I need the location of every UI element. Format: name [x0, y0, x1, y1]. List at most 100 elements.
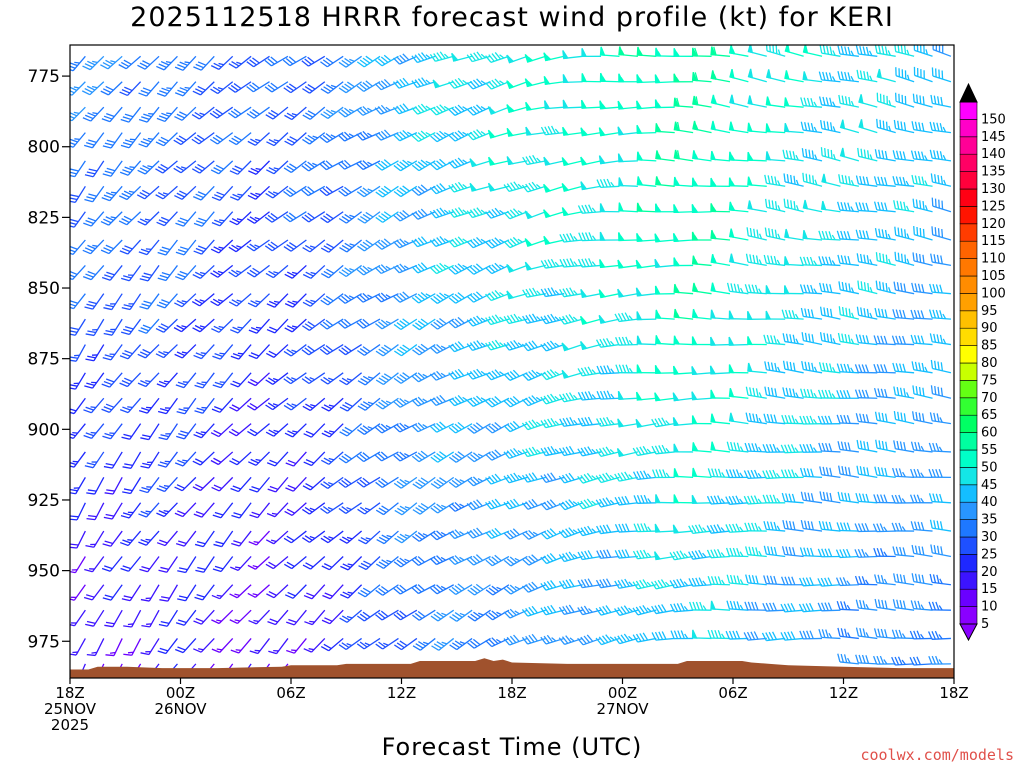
barb-feather	[142, 87, 152, 92]
barb-feather	[322, 321, 331, 328]
barb-feather	[103, 380, 113, 386]
barb-feather	[307, 83, 316, 90]
wind-barb	[102, 584, 123, 601]
barb-feather	[417, 584, 425, 591]
barb-feather	[197, 163, 206, 170]
barb-feather	[491, 238, 499, 246]
barb-feather	[273, 300, 280, 304]
barb-feather	[399, 533, 408, 540]
barb-feather	[443, 105, 450, 110]
barb-feather	[509, 584, 518, 592]
wind-barb	[82, 264, 105, 281]
barb-feather	[105, 378, 115, 383]
barb-feather	[84, 87, 93, 93]
barb-feather	[103, 516, 113, 520]
barb-feather	[231, 514, 240, 519]
barb-feather	[528, 341, 535, 349]
wind-barb	[503, 208, 528, 220]
barb-feather	[510, 473, 517, 482]
wind-barb	[230, 556, 252, 572]
barb-feather	[402, 318, 410, 325]
barb-feather	[265, 272, 274, 279]
wind-barb	[246, 55, 270, 68]
barb-feather	[217, 270, 224, 274]
barb-feather	[123, 653, 132, 656]
barb-feather	[265, 114, 274, 120]
barb-feather	[70, 356, 78, 359]
barb-feather	[357, 429, 365, 435]
barb-feather	[383, 238, 392, 245]
barb-feather	[441, 641, 448, 645]
barb-feather	[422, 373, 428, 378]
barb-feather	[216, 648, 223, 651]
barb-feather	[381, 346, 390, 353]
barb-feather	[249, 243, 258, 250]
barb-feather	[320, 88, 329, 94]
barb-feather	[199, 271, 206, 275]
barb-feather	[475, 422, 484, 429]
barb-feather	[339, 379, 348, 386]
barb-feather	[322, 505, 331, 513]
barb-feather	[122, 406, 131, 411]
barb-feather	[377, 132, 385, 140]
barb-feather	[235, 566, 241, 569]
barb-feather	[90, 431, 97, 434]
barb-feather	[180, 430, 189, 435]
barb-feather	[454, 369, 462, 378]
barb-feather	[443, 293, 450, 298]
barb-feather	[327, 481, 334, 486]
barb-feather	[380, 264, 388, 272]
wind-barb	[231, 530, 252, 547]
barb-feather	[383, 159, 392, 166]
barb-feather	[234, 593, 240, 597]
barb-feather	[357, 245, 365, 252]
barb-feather	[485, 501, 492, 510]
barb-feather	[270, 539, 277, 543]
barb-feather	[104, 594, 114, 599]
barb-feather	[214, 565, 224, 570]
wind-barb	[246, 264, 270, 278]
wind-barb	[175, 609, 197, 626]
barb-feather	[147, 165, 153, 168]
wind-barb	[212, 502, 234, 519]
barb-feather	[338, 457, 347, 464]
barb-feather	[175, 251, 185, 256]
wind-barb	[194, 372, 215, 389]
wind-barb	[283, 530, 307, 544]
barb-feather	[176, 192, 185, 198]
wind-barb	[266, 451, 289, 467]
barb-feather	[374, 59, 383, 67]
wind-barb	[175, 530, 197, 547]
barb-feather	[200, 431, 207, 434]
wind-barb	[374, 159, 399, 171]
barb-feather	[265, 563, 274, 570]
barb-feather	[824, 148, 827, 157]
barb-feather	[291, 271, 298, 275]
barb-feather	[420, 477, 429, 484]
barb-feather	[506, 610, 514, 618]
wind-barb	[375, 318, 399, 330]
barb-feather	[417, 532, 426, 539]
barb-feather	[142, 434, 151, 438]
wind-barb	[466, 207, 491, 219]
barb-feather	[436, 396, 443, 404]
barb-feather	[230, 566, 239, 572]
barb-feather	[323, 245, 332, 251]
barb-feather	[162, 192, 169, 195]
barb-feather	[88, 193, 97, 197]
barb-feather	[303, 461, 312, 467]
wind-barb	[338, 106, 362, 118]
barb-feather	[469, 53, 477, 62]
barb-feather	[494, 52, 502, 60]
barb-feather	[521, 636, 529, 645]
wind-barb	[521, 446, 546, 458]
barb-feather	[194, 458, 204, 464]
barb-feather	[531, 605, 538, 614]
barb-feather	[86, 382, 95, 387]
barb-feather	[325, 186, 333, 193]
wind-barb	[320, 211, 344, 224]
barb-feather	[267, 190, 276, 197]
barb-feather	[216, 191, 225, 196]
barb-feather	[494, 207, 502, 216]
barb-feather	[457, 583, 465, 590]
